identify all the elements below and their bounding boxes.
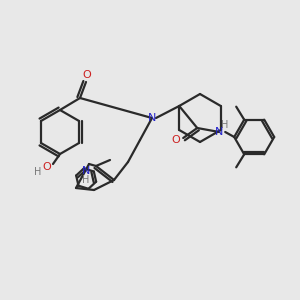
Text: O: O xyxy=(82,70,91,80)
Text: H: H xyxy=(34,167,42,177)
Text: N: N xyxy=(215,127,224,137)
Text: O: O xyxy=(172,135,181,145)
Text: H: H xyxy=(220,120,228,130)
Text: N: N xyxy=(148,113,156,123)
Text: N: N xyxy=(82,166,90,176)
Text: H: H xyxy=(82,175,90,185)
Text: O: O xyxy=(43,162,51,172)
